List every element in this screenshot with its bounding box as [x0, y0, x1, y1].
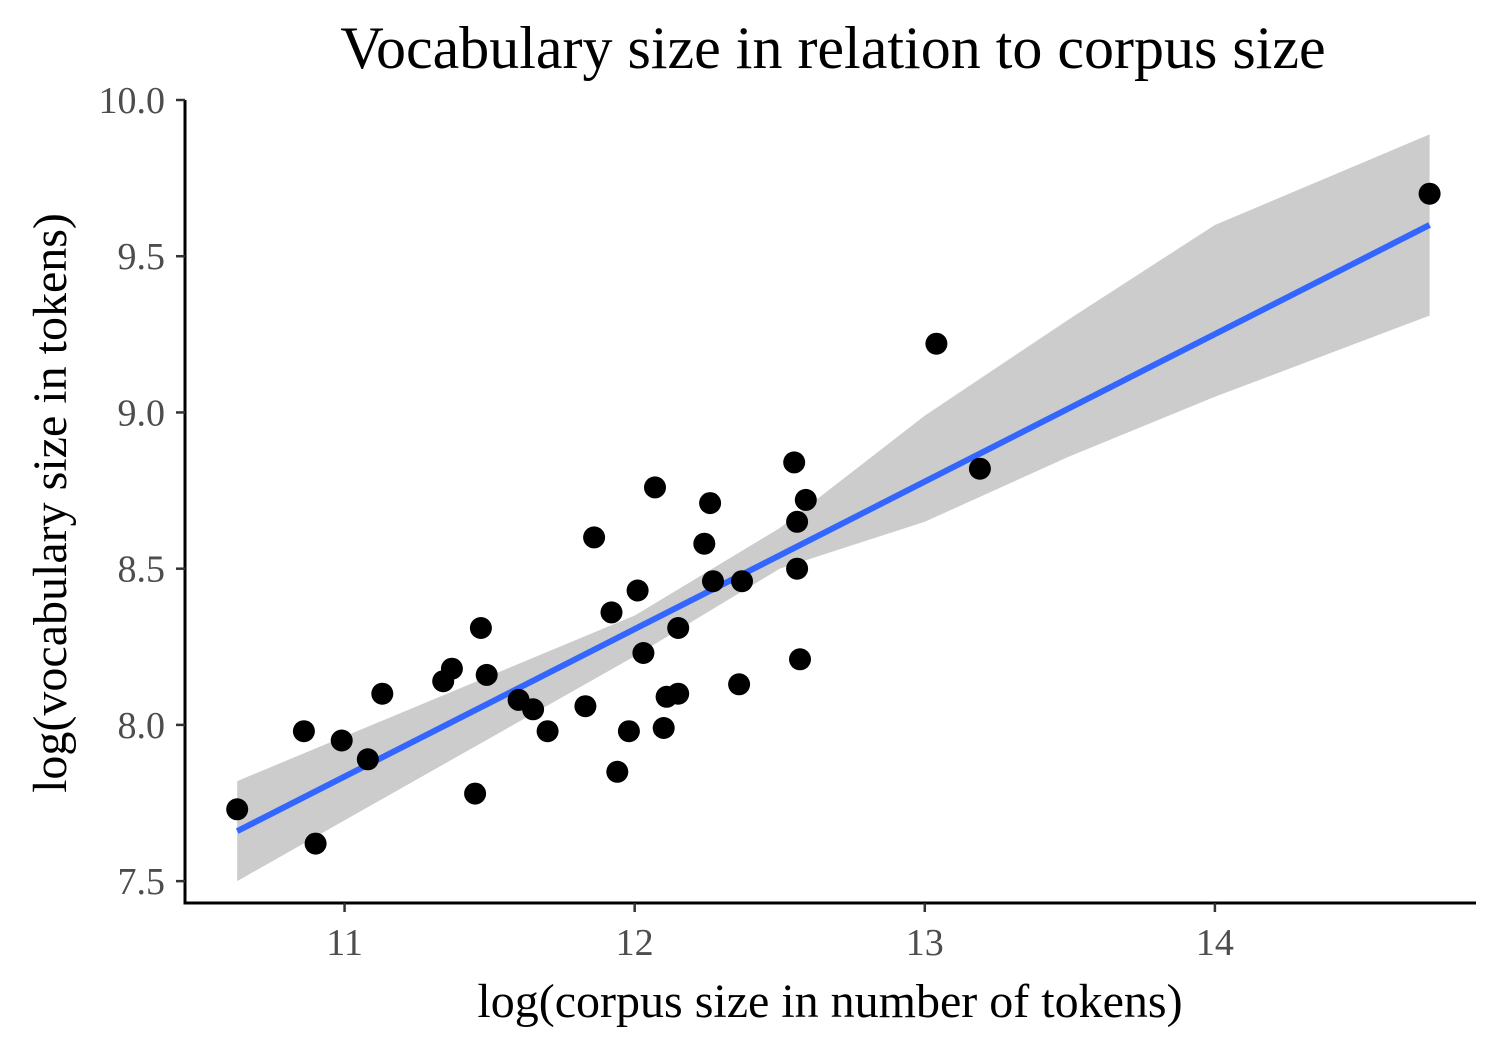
data-point	[667, 617, 690, 639]
data-point	[356, 748, 379, 771]
y-tick-label: 10.0	[99, 80, 166, 122]
x-tick-label: 14	[1196, 922, 1234, 964]
data-point	[632, 642, 655, 664]
y-axis-ticks: 7.5 8.0 8.5 9.0 9.5 10.0	[99, 80, 185, 903]
data-point	[440, 657, 463, 680]
data-point	[371, 682, 394, 705]
confidence-band	[237, 134, 1430, 882]
data-point	[469, 617, 492, 639]
data-point	[786, 557, 809, 580]
data-point	[731, 570, 753, 593]
data-point	[1418, 182, 1441, 205]
data-point	[583, 526, 606, 549]
data-point	[699, 492, 722, 515]
x-tick-label: 12	[616, 922, 654, 964]
data-point	[475, 663, 498, 686]
data-point	[794, 488, 817, 511]
data-point	[925, 332, 948, 355]
data-point	[644, 476, 666, 499]
x-tick-label: 11	[326, 922, 363, 964]
regression-line	[235, 222, 1431, 834]
x-axis-ticks: 11 12 13 14	[326, 903, 1234, 964]
data-points	[226, 182, 1441, 855]
y-tick-label: 7.5	[118, 861, 166, 903]
data-point	[786, 510, 809, 533]
data-point	[292, 720, 315, 743]
y-tick-label: 9.0	[118, 392, 166, 434]
data-point	[304, 832, 327, 855]
x-axis-label: log(corpus size in number of tokens)	[477, 975, 1182, 1028]
data-point	[330, 729, 353, 752]
data-point	[617, 720, 640, 743]
y-tick-label: 8.0	[118, 705, 166, 747]
data-point	[789, 648, 811, 671]
y-tick-label: 8.5	[118, 549, 166, 591]
data-point	[968, 457, 991, 480]
data-point	[226, 798, 249, 821]
y-axis-label: log(vocabulary size in tokens)	[24, 213, 77, 793]
y-tick-label: 9.5	[118, 236, 166, 278]
data-point	[600, 601, 623, 624]
data-point	[536, 720, 559, 743]
data-point	[626, 579, 649, 602]
data-point	[667, 682, 690, 705]
chart-title: Vocabulary size in relation to corpus si…	[340, 15, 1325, 81]
data-point	[693, 532, 716, 555]
data-point	[702, 570, 724, 593]
data-point	[606, 760, 629, 783]
data-point	[574, 695, 597, 718]
data-point	[522, 698, 545, 721]
data-point	[464, 782, 487, 805]
data-point	[652, 717, 675, 739]
data-point	[783, 451, 806, 474]
plot-area	[226, 134, 1441, 882]
data-point	[728, 673, 751, 696]
x-tick-label: 13	[906, 922, 944, 964]
